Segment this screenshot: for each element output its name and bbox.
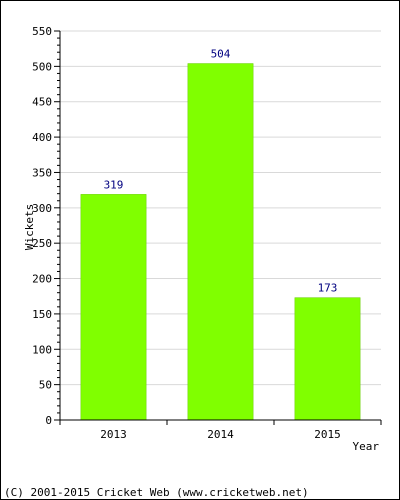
y-tick-label: 550 <box>32 25 52 38</box>
data-label: 504 <box>211 48 231 61</box>
y-tick-label: 300 <box>32 202 52 215</box>
y-tick-label: 450 <box>32 96 52 109</box>
bar <box>187 63 254 421</box>
bar <box>294 297 361 421</box>
y-tick-label: 250 <box>32 237 52 250</box>
x-tick-labels: 2013 2014 2015 <box>100 428 341 441</box>
y-tick-label: 200 <box>32 273 52 286</box>
bars <box>80 63 361 421</box>
data-labels: 319 504 173 <box>104 48 338 295</box>
footer-copyright: (C) 2001-2015 Cricket Web (www.cricketwe… <box>4 486 309 499</box>
x-tick-label: 2013 <box>100 428 127 441</box>
y-tick-label: 350 <box>32 166 52 179</box>
y-tick-label: 150 <box>32 308 52 321</box>
data-label: 319 <box>104 178 124 191</box>
x-tick-label: 2014 <box>207 428 234 441</box>
data-label: 173 <box>318 282 338 295</box>
y-tick-label: 500 <box>32 60 52 73</box>
y-tick-label: 400 <box>32 131 52 144</box>
y-axis-title: Wickets <box>23 204 36 250</box>
y-tick-label: 100 <box>32 343 52 356</box>
x-tick-label: 2015 <box>314 428 341 441</box>
y-tick-labels: 0 50 100 150 200 250 300 350 400 450 500 550 <box>32 25 52 427</box>
y-tick-label: 0 <box>45 414 52 427</box>
axes <box>54 30 382 425</box>
bar <box>80 194 147 421</box>
y-tick-label: 50 <box>39 379 52 392</box>
x-axis-title: Year <box>353 440 380 453</box>
